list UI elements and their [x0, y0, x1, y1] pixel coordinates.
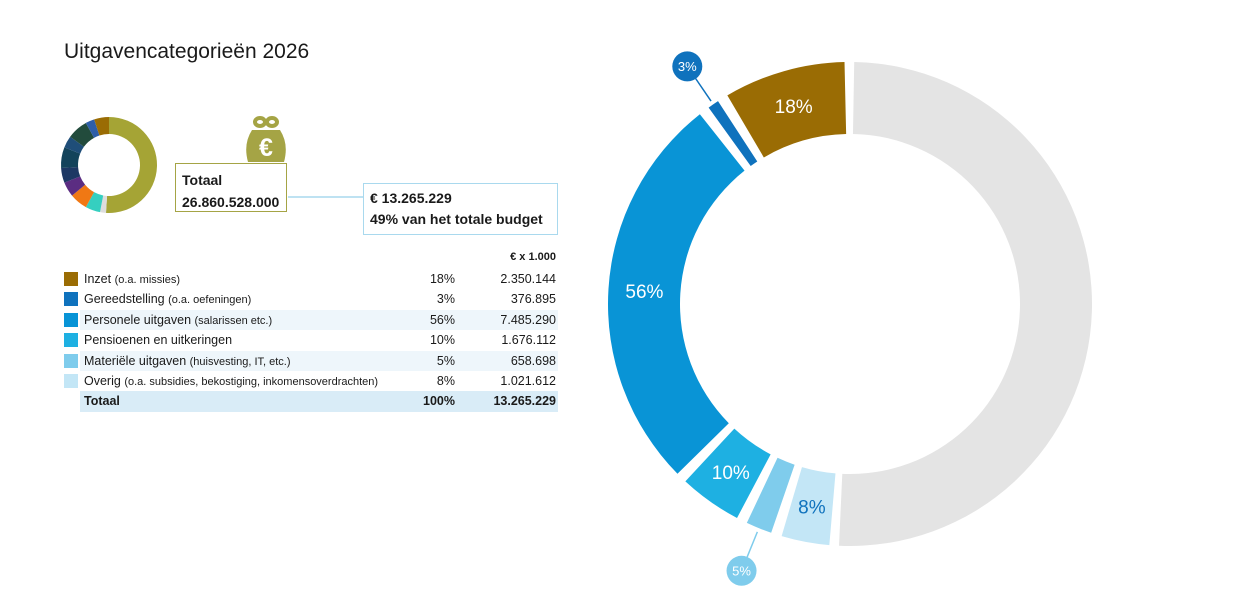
- donut-slice-2: [608, 114, 745, 474]
- table-row: Pensioenen en uitkeringen 10% 1.676.112: [60, 330, 558, 350]
- callout-bubble-4: [726, 555, 757, 586]
- row-percentage: 3%: [436, 292, 455, 307]
- row-label: Overig (o.a. subsidies, bekostiging, ink…: [84, 371, 378, 392]
- row-label-text: Overig: [84, 373, 121, 388]
- legend-swatch: [64, 292, 78, 307]
- row-amount: 1.021.612: [500, 373, 556, 388]
- data-label-0: 18%: [775, 97, 813, 118]
- row-label-text: Gereedstelling: [84, 292, 165, 307]
- table-row: Inzet (o.a. missies) 18% 2.350.144: [60, 269, 558, 289]
- row-label-text: Pensioenen en uitkeringen: [84, 333, 233, 348]
- mini-slice-1: [100, 195, 108, 213]
- donut-slice-5: [781, 467, 836, 546]
- table-row: Materiële uitgaven (huisvesting, IT, etc…: [60, 350, 558, 372]
- row-note: (huisvesting, IT, etc.): [189, 355, 291, 368]
- donut-slice-4: [746, 457, 795, 533]
- mini-slice-6: [61, 147, 81, 169]
- legend-swatch: [64, 333, 78, 348]
- total-box: Totaal 26.860.528.000: [175, 163, 287, 212]
- unit-header: € x 1.000: [510, 251, 556, 263]
- donut-slice-0: [727, 62, 847, 158]
- legend-swatch: [64, 312, 78, 327]
- donut-slice-3: [685, 428, 771, 519]
- row-amount: 2.350.144: [500, 272, 556, 286]
- row-percentage: 10%: [429, 333, 455, 348]
- budget-box: € 13.265.229 49% van het totale budget: [363, 183, 558, 235]
- row-label-text: Materiële uitgaven: [84, 353, 187, 368]
- table-row: Personele uitgaven (salarissen etc.) 56%…: [60, 309, 558, 331]
- row-note: (o.a. missies): [114, 274, 180, 286]
- row-percentage: 8%: [436, 373, 455, 388]
- callout-line-4: [745, 531, 759, 560]
- remaining-budget-arc: [839, 62, 1093, 547]
- category-table: Inzet (o.a. missies) 18% 2.350.144 Geree…: [60, 269, 558, 412]
- total-row-percentage: 100%: [423, 394, 455, 409]
- legend-swatch: [64, 272, 78, 286]
- callout-line-1: [693, 75, 712, 102]
- mini-slice-10: [94, 117, 109, 136]
- row-label-text: Inzet: [84, 272, 112, 286]
- total-budget-mini-donut: [61, 117, 157, 213]
- category-donut-chart: 18% 3% 56% 10% 5% 8%: [608, 51, 1093, 586]
- row-note: (o.a. oefeningen): [168, 294, 252, 307]
- data-label-1: 3%: [678, 59, 697, 74]
- svg-text:€: €: [259, 134, 273, 162]
- row-note: (salarissen etc.): [194, 314, 273, 327]
- mini-slice-8: [70, 122, 95, 147]
- legend-swatch: [64, 353, 78, 368]
- row-label: Materiële uitgaven (huisvesting, IT, etc…: [84, 351, 291, 372]
- row-note: (o.a. subsidies, bekostiging, inkomensov…: [124, 375, 379, 388]
- data-label-2: 56%: [625, 282, 663, 303]
- table-row: Gereedstelling (o.a. oefeningen) 3% 376.…: [60, 289, 558, 309]
- data-label-5: 8%: [798, 497, 826, 518]
- page-title: Uitgavencategorieën 2026: [64, 40, 310, 63]
- legend-swatch: [64, 373, 78, 388]
- donut-slice-1: [708, 101, 758, 167]
- row-amount: 7.485.290: [500, 312, 556, 327]
- row-label: Personele uitgaven (salarissen etc.): [84, 310, 272, 331]
- mini-slice-3: [72, 184, 95, 208]
- row-label: Pensioenen en uitkeringen: [84, 330, 232, 351]
- total-row-amount: 13.265.229: [493, 394, 556, 409]
- connector-line: [288, 196, 364, 198]
- row-amount: 658.698: [510, 353, 556, 368]
- callout-bubble-1: [672, 51, 703, 82]
- mini-slice-7: [64, 136, 84, 154]
- data-label-3: 10%: [712, 463, 750, 484]
- mini-slice-5: [61, 166, 81, 183]
- table-row: Overig (o.a. subsidies, bekostiging, ink…: [60, 371, 558, 391]
- budget-amount: € 13.265.229: [370, 190, 452, 206]
- row-amount: 376.895: [510, 292, 556, 307]
- row-amount: 1.676.112: [501, 333, 556, 348]
- budget-share: 49% van het totale budget: [370, 211, 543, 227]
- data-label-4: 5%: [732, 563, 751, 578]
- mini-slice-0: [105, 117, 157, 213]
- total-box-value: 26.860.528.000: [182, 194, 280, 210]
- row-percentage: 5%: [436, 353, 455, 368]
- table-total-row: Totaal 100% 13.265.229: [60, 391, 558, 412]
- mini-slice-2: [85, 192, 104, 213]
- row-percentage: 18%: [429, 272, 455, 286]
- row-label: Gereedstelling (o.a. oefeningen): [84, 289, 251, 310]
- row-label: Inzet (o.a. missies): [84, 269, 180, 290]
- row-label-text: Personele uitgaven: [84, 312, 192, 327]
- total-row-label: Totaal: [84, 394, 120, 409]
- row-percentage: 56%: [429, 312, 455, 327]
- mini-slice-4: [64, 176, 86, 196]
- total-box-label: Totaal: [182, 172, 223, 188]
- mini-slice-9: [85, 119, 100, 138]
- euro-purse-icon: €: [246, 116, 286, 162]
